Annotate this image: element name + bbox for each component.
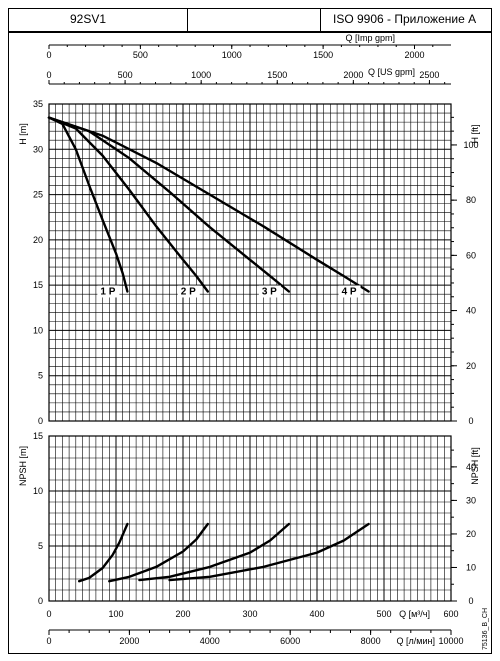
m3h-tick-label: 100	[108, 609, 123, 619]
curve-label: 4 P	[342, 286, 357, 297]
head-ft-tick-label: 0	[468, 416, 473, 426]
head-y-tick-label: 35	[33, 99, 43, 109]
head-plot-frame	[48, 103, 452, 422]
us-gpm-tick-label: 0	[46, 70, 51, 80]
lpm-tick-label: 10000	[438, 636, 463, 646]
head-y-tick-label: 30	[33, 144, 43, 154]
m3h-tick-label: 300	[242, 609, 257, 619]
header-divider-right	[320, 8, 321, 32]
imp-gpm-axis-label: Q [Imp gpm]	[345, 33, 395, 43]
imp-gpm-tick-label: 0	[46, 50, 51, 60]
curve-label: 2 P	[181, 286, 196, 297]
header-frame	[8, 8, 492, 32]
head-ft-tick-label: 100	[463, 140, 478, 150]
head-curve-4p	[47, 116, 370, 293]
head-y-tick-label: 15	[33, 280, 43, 290]
curve-label: 1 P	[100, 286, 115, 297]
npsh-curve-4p	[168, 522, 370, 582]
us-gpm-axis-label: Q [US gpm]	[368, 67, 415, 77]
imp-gpm-tick-label: 1000	[222, 50, 242, 60]
head-curve-1p	[47, 116, 129, 293]
imp-gpm-tick-label: 2000	[404, 50, 424, 60]
head-ft-tick-label: 20	[466, 361, 476, 371]
npsh-ylabel-right: NPSH [ft]	[470, 447, 480, 485]
head-ft-tick-label: 60	[466, 250, 476, 260]
m3h-tick-label: 400	[309, 609, 324, 619]
lpm-tick-label: 8000	[361, 636, 381, 646]
npsh-y-tick-label: 10	[33, 486, 43, 496]
curve-label-bg	[177, 285, 200, 298]
npsh-y-tick-label: 0	[38, 596, 43, 606]
npsh-curve-2p	[108, 522, 209, 583]
m3h-axis-label: Q [м³/ч]	[399, 609, 430, 619]
head-ft-tick-label: 40	[466, 306, 476, 316]
head-y-tick-label: 0	[38, 416, 43, 426]
lpm-tick-label: 6000	[280, 636, 300, 646]
us-gpm-tick-label: 1000	[191, 70, 211, 80]
npsh-curve-3p	[138, 522, 291, 582]
us-gpm-tick-label: 500	[118, 70, 133, 80]
head-y-tick-label: 10	[33, 325, 43, 335]
head-curve-3p	[47, 116, 291, 293]
npsh-curve-1p	[78, 522, 129, 583]
head-y-tick-label: 20	[33, 235, 43, 245]
standard-title: ISO 9906 - Приложение A	[333, 12, 477, 26]
npsh-ylabel-left: NPSH [m]	[18, 446, 28, 486]
lpm-tick-label: 4000	[200, 636, 220, 646]
lpm-tick-label: 0	[46, 636, 51, 646]
imp-gpm-tick-label: 500	[133, 50, 148, 60]
npsh-y-tick-label: 15	[33, 431, 43, 441]
head-y-tick-label: 5	[38, 371, 43, 381]
imp-gpm-tick-label: 1500	[313, 50, 333, 60]
us-gpm-tick-label: 1500	[267, 70, 287, 80]
m3h-tick-label: 200	[175, 609, 190, 619]
outer-frame	[8, 32, 492, 654]
npsh-plot-frame	[48, 435, 452, 602]
head-ylabel-left: H [m]	[18, 123, 28, 145]
npsh-ft-tick-label: 20	[466, 529, 476, 539]
npsh-ft-tick-label: 30	[466, 495, 476, 505]
npsh-y-tick-label: 5	[38, 541, 43, 551]
m3h-tick-label: 0	[46, 609, 51, 619]
npsh-ft-tick-label: 10	[466, 562, 476, 572]
head-y-tick-label: 25	[33, 190, 43, 200]
m3h-tick-label: 500	[376, 609, 391, 619]
curve-label: 3 P	[262, 286, 277, 297]
head-ft-tick-label: 80	[466, 195, 476, 205]
head-curve-2p	[47, 116, 209, 293]
curve-label-bg	[258, 285, 281, 298]
lpm-tick-label: 2000	[119, 636, 139, 646]
curve-label-bg	[338, 285, 361, 298]
us-gpm-tick-label: 2500	[419, 70, 439, 80]
m3h-tick-label: 600	[443, 609, 458, 619]
header-divider-left	[187, 8, 188, 32]
npsh-ft-tick-label: 40	[466, 462, 476, 472]
model-title: 92SV1	[70, 12, 107, 26]
drawing-code: 75136_B_CH	[482, 608, 489, 650]
lpm-axis-label: Q [л/мин]	[397, 636, 435, 646]
head-ylabel-right: H [ft]	[470, 124, 480, 143]
curve-label-bg	[97, 285, 120, 298]
us-gpm-tick-label: 2000	[343, 70, 363, 80]
npsh-ft-tick-label: 0	[468, 596, 473, 606]
